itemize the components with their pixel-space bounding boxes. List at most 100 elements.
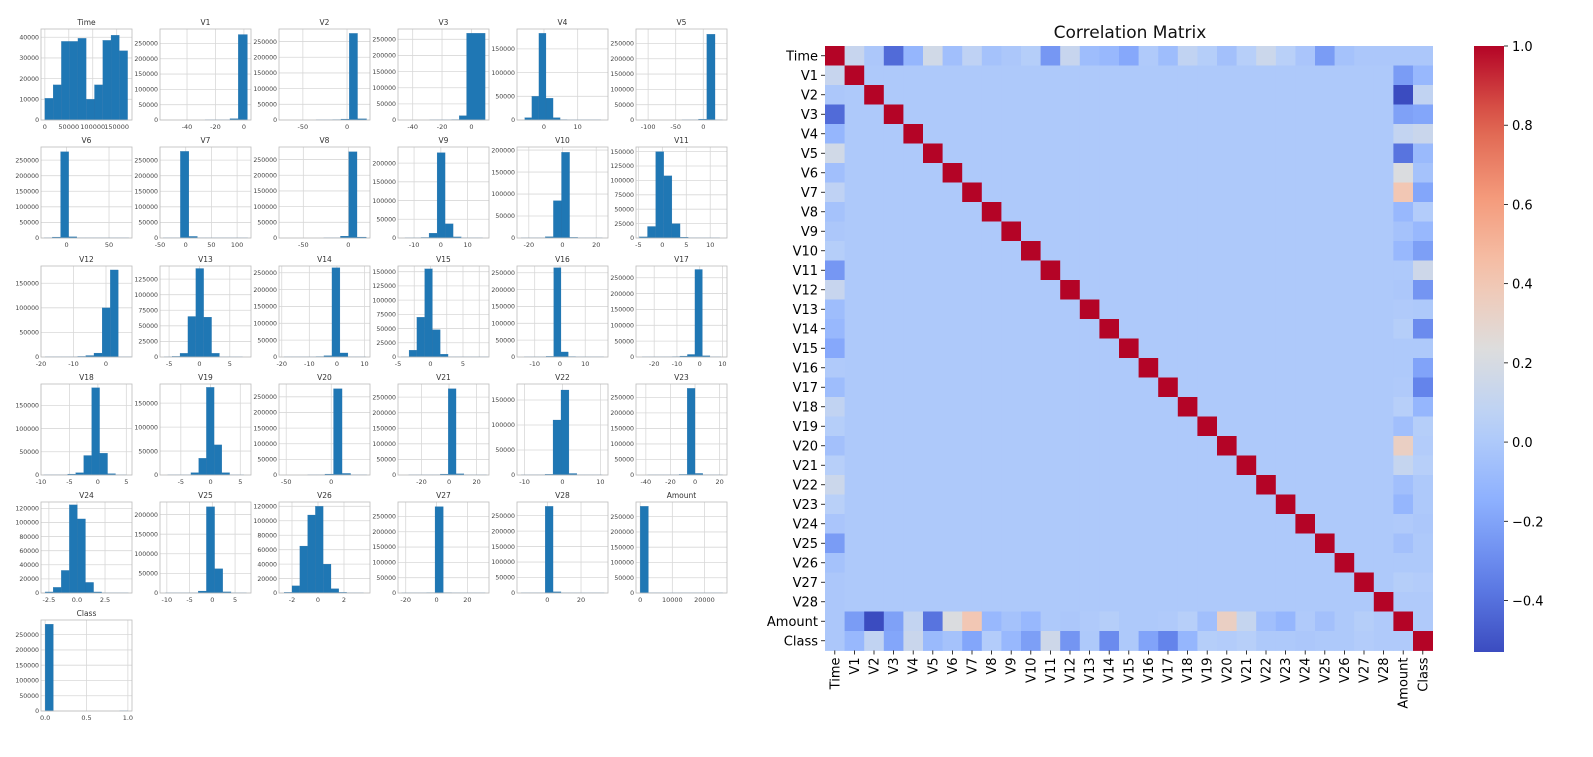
heatmap-cell: [1413, 124, 1433, 144]
heatmap-cell: [1197, 397, 1217, 417]
row-label: V4: [801, 127, 818, 142]
heatmap-cell: [1256, 85, 1276, 105]
heatmap-cell: [1374, 124, 1394, 144]
heatmap-cell: [884, 261, 904, 281]
histogram-bar: [448, 389, 456, 475]
heatmap-cell: [982, 534, 1002, 554]
heatmap-cell: [923, 124, 943, 144]
heatmap-cell: [1393, 553, 1413, 573]
heatmap-cell: [903, 339, 923, 359]
heatmap-cell: [1197, 183, 1217, 203]
heatmap-cell: [884, 85, 904, 105]
heatmap-cell: [1315, 46, 1335, 66]
heatmap-cell: [1197, 358, 1217, 378]
heatmap-cell: [1374, 202, 1394, 222]
heatmap-cell: [982, 202, 1002, 222]
heatmap-cell: [1374, 417, 1394, 437]
y-tick-label: 0: [392, 590, 396, 597]
histogram-bar: [445, 224, 453, 238]
heatmap-cell: [1315, 241, 1335, 261]
y-tick-label: 150000: [15, 662, 39, 669]
x-tick-label: 50: [207, 241, 215, 249]
x-tick-label: 0: [346, 241, 350, 249]
heatmap-cell: [864, 85, 884, 105]
heatmap-cell: [864, 534, 884, 554]
x-tick-label: -20: [523, 241, 534, 249]
heatmap-cell: [1080, 222, 1100, 242]
heatmap-cell: [1041, 378, 1061, 398]
heatmap-cell: [1413, 358, 1433, 378]
heatmap-cell: [1080, 631, 1100, 651]
heatmap-cell: [1001, 66, 1021, 86]
x-tick-label: 150000: [104, 123, 129, 131]
heatmap-cell: [1335, 631, 1355, 651]
heatmap-cell: [1099, 202, 1119, 222]
y-tick-label: 250000: [253, 270, 277, 277]
heatmap-cell: [1060, 592, 1080, 612]
histogram-bar: [188, 316, 196, 357]
histogram-bar: [206, 507, 214, 593]
histogram-bar: [695, 269, 703, 357]
heatmap-cell: [923, 612, 943, 632]
histogram-bar: [656, 152, 664, 238]
heatmap-cell: [1335, 553, 1355, 573]
heatmap-cell: [1197, 105, 1217, 125]
heatmap-cell: [864, 553, 884, 573]
histogram-title: V7: [201, 136, 211, 145]
heatmap-cell: [1413, 280, 1433, 300]
y-tick-label: 150000: [372, 425, 396, 432]
heatmap-cell: [943, 202, 963, 222]
colorbar: [1474, 46, 1504, 652]
heatmap-cell: [1393, 339, 1413, 359]
heatmap-cell: [1374, 222, 1394, 242]
y-tick-label: 100000: [491, 191, 515, 198]
y-tick-label: 100000: [491, 70, 515, 77]
heatmap-cell: [982, 46, 1002, 66]
histogram-bar: [331, 589, 339, 593]
heatmap-cell: [1374, 495, 1394, 515]
heatmap-cell: [1080, 475, 1100, 495]
histogram-title: V6: [82, 136, 92, 145]
heatmap-cell: [1197, 163, 1217, 183]
heatmap-cell: [825, 144, 845, 164]
heatmap-cell: [884, 300, 904, 320]
y-tick-label: 50000: [376, 101, 396, 108]
x-tick-label: 0: [447, 478, 451, 486]
heatmap-cell: [1080, 436, 1100, 456]
x-tick-label: 1.0: [123, 714, 133, 722]
heatmap-cell: [825, 495, 845, 515]
y-tick-label: 150000: [253, 304, 277, 311]
x-tick-label: -20: [276, 360, 287, 368]
heatmap-cell: [1335, 475, 1355, 495]
heatmap-cell: [1315, 612, 1335, 632]
heatmap-cell: [1335, 397, 1355, 417]
x-tick-label: 0: [184, 241, 188, 249]
heatmap-cell: [1256, 592, 1276, 612]
heatmap-cell: [1295, 553, 1315, 573]
row-label: V28: [793, 595, 818, 610]
heatmap-cell: [1099, 319, 1119, 339]
heatmap-cell: [1178, 417, 1198, 437]
heatmap-cell: [1099, 222, 1119, 242]
heatmap-cell: [1119, 85, 1139, 105]
heatmap-cell: [1178, 280, 1198, 300]
heatmap-cell: [1295, 417, 1315, 437]
heatmap-cell: [1041, 436, 1061, 456]
heatmap-cell: [1217, 85, 1237, 105]
heatmap-cell: [1413, 105, 1433, 125]
heatmap-cell: [1335, 495, 1355, 515]
x-tick-label: 10: [463, 241, 471, 249]
heatmap-cell: [1119, 339, 1139, 359]
heatmap-cell: [923, 202, 943, 222]
heatmap-cell: [903, 378, 923, 398]
heatmap-cell: [923, 592, 943, 612]
heatmap-cell: [1080, 46, 1100, 66]
y-tick-label: 0: [630, 472, 634, 479]
y-tick-label: 50000: [614, 338, 634, 345]
heatmap-cell: [1295, 534, 1315, 554]
heatmap-cell: [825, 573, 845, 593]
